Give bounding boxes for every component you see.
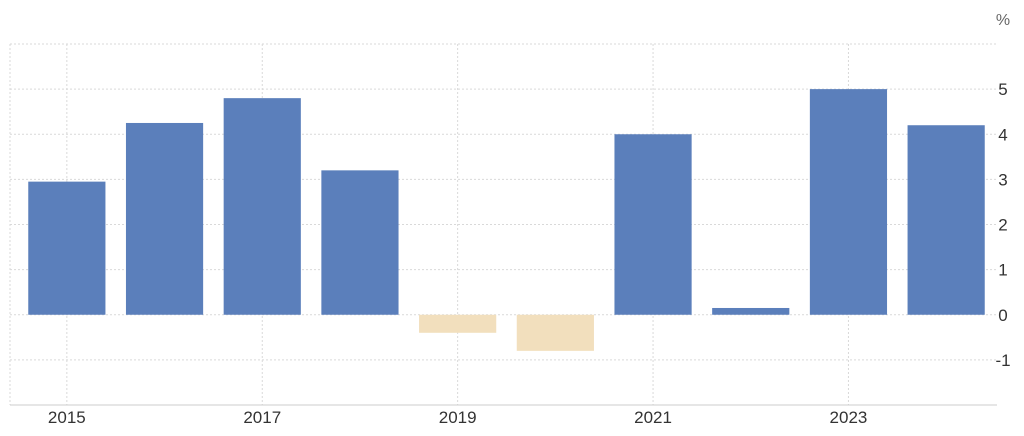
x-tick-label: 2015: [48, 408, 86, 427]
x-tick-label: 2021: [634, 408, 672, 427]
bar-2020: [516, 314, 594, 351]
bar-2021: [614, 134, 692, 315]
bar-2024: [907, 125, 985, 315]
y-tick-label: -1: [995, 351, 1010, 370]
bar-2017: [223, 98, 301, 315]
bar-2019: [419, 314, 497, 333]
y-axis-unit-label: %: [996, 12, 1010, 29]
bar-2018: [321, 170, 399, 315]
x-axis-ticks: 2015 2017 2019 2021 2023: [48, 408, 867, 427]
y-axis-ticks: 5 4 3 2 1 0 -1: [995, 80, 1010, 370]
bar-2023: [809, 89, 888, 315]
bar-2022: [712, 307, 790, 315]
bars: [28, 89, 985, 351]
y-tick-label: 2: [998, 216, 1007, 235]
y-tick-label: 0: [998, 306, 1007, 325]
y-tick-label: 3: [998, 170, 1007, 189]
x-tick-label: 2017: [243, 408, 281, 427]
x-tick-label: 2023: [830, 408, 868, 427]
bar-2016: [125, 122, 204, 315]
y-tick-label: 5: [998, 80, 1007, 99]
y-tick-label: 4: [998, 125, 1007, 144]
bar-2015: [28, 181, 106, 315]
x-tick-label: 2019: [439, 408, 477, 427]
y-tick-label: 1: [998, 261, 1007, 280]
